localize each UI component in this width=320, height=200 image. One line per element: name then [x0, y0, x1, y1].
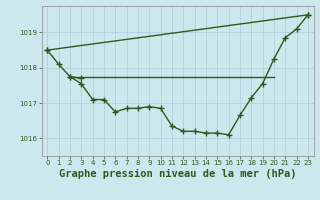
X-axis label: Graphe pression niveau de la mer (hPa): Graphe pression niveau de la mer (hPa): [59, 169, 296, 179]
